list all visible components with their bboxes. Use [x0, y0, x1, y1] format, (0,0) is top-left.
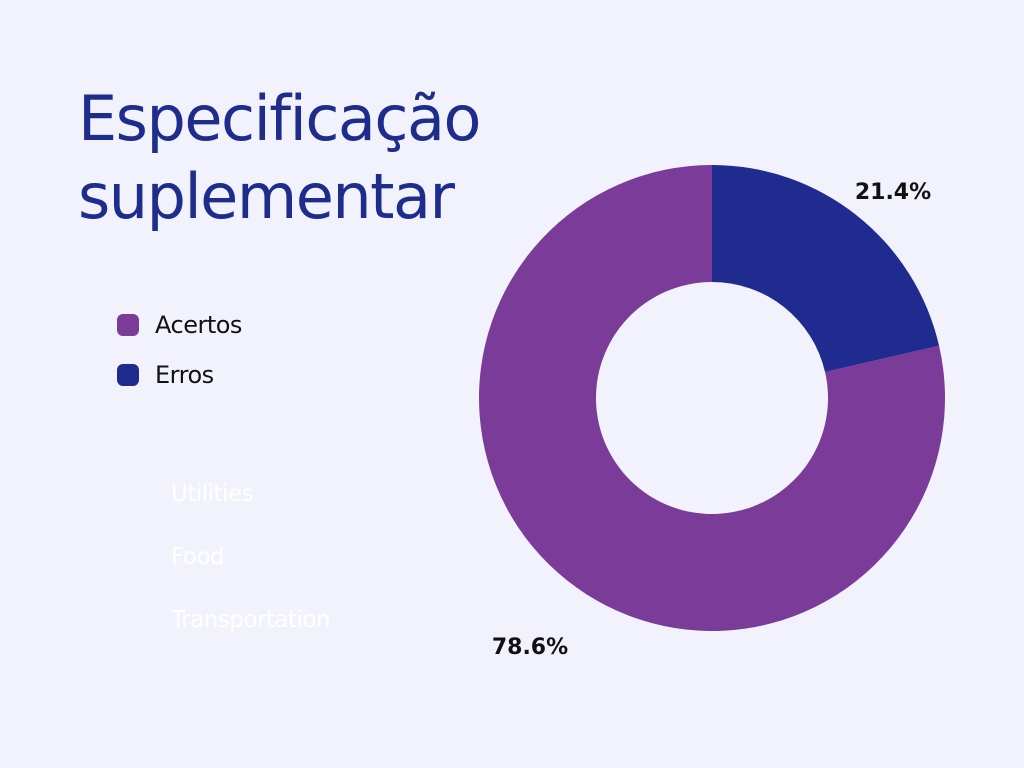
- legend-item-erros: Erros: [117, 350, 242, 400]
- ghost-legend: Utilities Food Transportation: [171, 478, 331, 667]
- ghost-label-transportation: Transportation: [171, 607, 331, 633]
- chart-title: Especificação suplementar: [78, 80, 481, 236]
- data-label-erros: 21.4%: [855, 180, 931, 205]
- legend-label-acertos: Acertos: [155, 311, 242, 339]
- ghost-label-food: Food: [171, 544, 225, 570]
- donut-slice-erros: [712, 165, 940, 372]
- data-label-acertos: 78.6%: [492, 635, 568, 660]
- legend-swatch-acertos: [117, 314, 139, 336]
- chart-legend: Acertos Erros: [117, 300, 242, 400]
- ghost-label-utilities: Utilities: [171, 481, 254, 507]
- legend-label-erros: Erros: [155, 361, 214, 389]
- chart-title-line-2: suplementar: [78, 160, 455, 233]
- donut-slice-acertos: [479, 165, 945, 631]
- legend-item-acertos: Acertos: [117, 300, 242, 350]
- chart-title-line-1: Especificação: [78, 82, 481, 155]
- legend-swatch-erros: [117, 364, 139, 386]
